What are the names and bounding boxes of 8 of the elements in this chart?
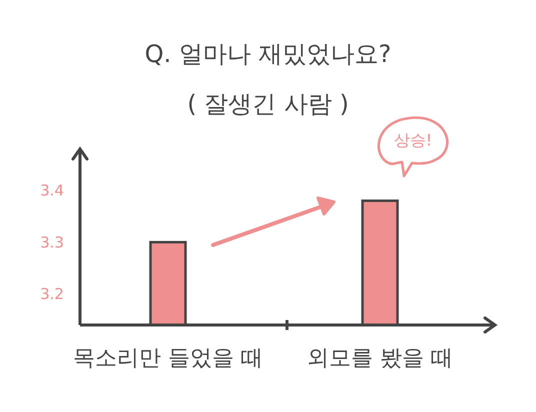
y-tick-label: 3.3	[40, 233, 64, 252]
annotation: 상승!	[394, 130, 432, 150]
y-tick-label: 3.4	[40, 182, 64, 200]
y-tick-label: 3.2	[40, 285, 64, 304]
x-tick-label: 목소리만 들었을 때	[73, 346, 263, 371]
x-tick-label: 외모를 봤을 때	[307, 346, 453, 371]
chart-title: Q. 얼마나 재밌었나요?	[144, 40, 392, 68]
chart-subtitle: ( 잘생긴 사람 )	[187, 90, 349, 118]
